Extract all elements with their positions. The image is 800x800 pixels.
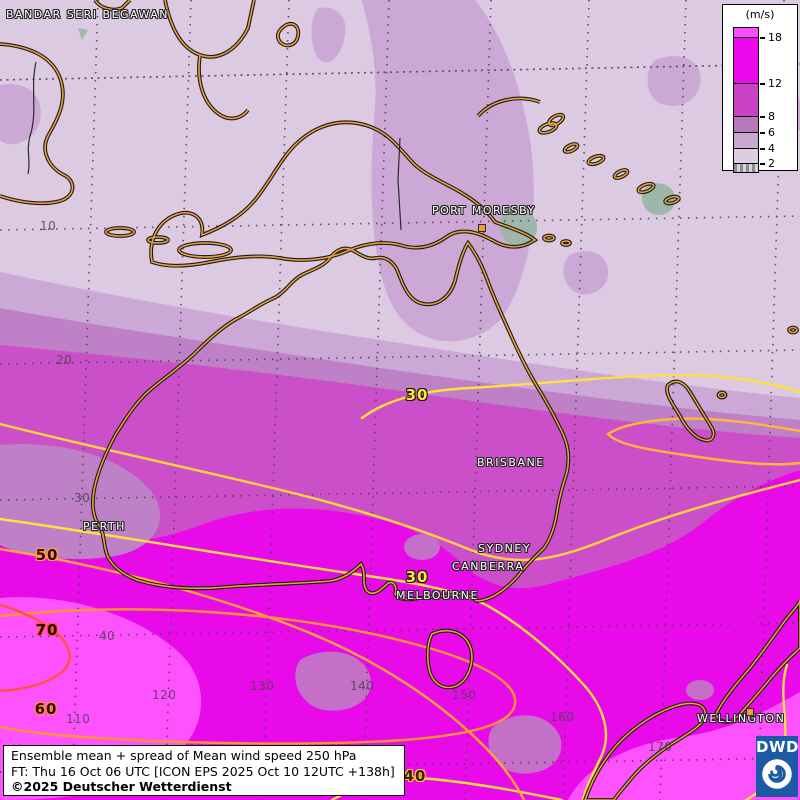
map-title-box: Ensemble mean + spread of Mean wind spee… [3,745,405,796]
legend-tick-8: 8 [768,110,775,123]
dwd-logo-text: DWD [756,738,799,756]
lon-label-150: 150 [452,688,477,702]
lon-label-140: 140 [350,679,375,693]
contour-label-60: 60 [34,700,58,719]
lon-label-120: 120 [152,688,177,702]
city-label-canberra: CANBERRA [452,560,525,573]
map-title: Ensemble mean + spread of Mean wind spee… [11,748,357,763]
legend-swatch-6-8 [734,117,758,133]
city-label-bandar-seri-begawan: BANDAR SERI BEGAWAN [6,8,170,21]
legend-swatch-gt18 [734,28,758,38]
lat-label-30: 30 [74,491,91,505]
city-label-melbourne: MELBOURNE [396,589,479,602]
contour-label-50: 50 [35,546,59,565]
lon-label-110: 110 [66,712,91,726]
city-label-sydney: SYDNEY [478,542,532,555]
lat-label-40: 40 [99,629,116,643]
legend-tick-6: 6 [768,126,775,139]
legend-color-bar [733,27,759,173]
legend-swatch-2-4 [734,149,758,164]
legend-tick-4: 4 [768,142,775,155]
legend-unit-label: (m/s) [745,8,775,21]
city-marker-port-moresby [478,224,486,232]
legend-tick-2: 2 [768,157,775,170]
legend-tick-18: 18 [768,31,782,44]
dwd-logo: DWD [756,736,798,797]
legend-swatch-4-6 [734,133,758,149]
city-label-perth: PERTH [83,520,126,533]
city-label-brisbane: BRISBANE [477,456,545,469]
lon-label-130: 130 [250,679,275,693]
city-label-port-moresby: PORT MORESBY [432,204,536,217]
contour-label-30-south: 30 [405,568,429,587]
dwd-spiral-icon [762,759,792,789]
legend-swatch-8-12 [734,84,758,117]
city-label-wellington: WELLINGTON [697,712,786,725]
contour-label-30-north: 30 [405,386,429,405]
lon-label-160: 160 [550,710,575,724]
lat-label-20: 20 [56,353,73,367]
color-scale-legend: (m/s) 18 12 8 6 4 2 [722,4,798,173]
copyright: ©2025 Deutscher Wetterdienst [11,779,232,794]
city-marker-wellington [746,708,754,716]
legend-tick-12: 12 [768,77,782,90]
contour-label-40: 40 [403,767,427,786]
lon-label-170: 170 [648,740,673,754]
legend-swatch-lt2 [734,164,758,172]
forecast-time: FT: Thu 16 Oct 06 UTC [ICON EPS 2025 Oct… [11,763,395,779]
contour-label-70: 70 [35,621,59,640]
lat-label-10: 10 [40,219,57,233]
legend-swatch-12-18 [734,38,758,84]
